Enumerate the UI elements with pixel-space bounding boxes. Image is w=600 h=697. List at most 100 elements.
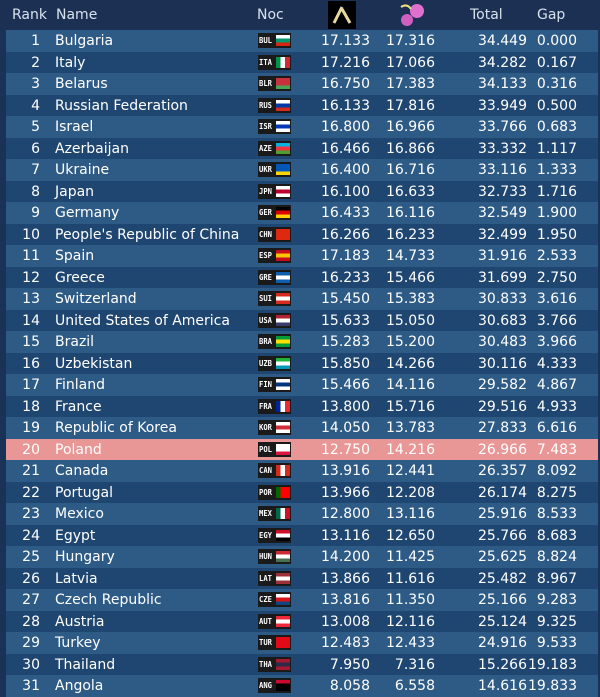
- rank-cell: 2: [31, 54, 40, 71]
- rank-cell: 12: [22, 269, 40, 286]
- noc-code: GRE: [259, 272, 273, 282]
- gap-cell: 0.316: [536, 76, 577, 93]
- noc-flag: GRE: [258, 269, 291, 285]
- score-cell: 17.383: [386, 76, 435, 93]
- score-cell: 15.466: [321, 377, 370, 394]
- total-cell: 32.499: [478, 226, 527, 243]
- name-cell: Russian Federation: [55, 97, 188, 114]
- score-cell: 13.008: [321, 613, 370, 630]
- score-cell: 12.483: [321, 635, 370, 652]
- flag-image: [276, 207, 290, 219]
- flag-image: [276, 35, 290, 46]
- clubs-icon: [328, 1, 356, 29]
- name-cell: Spain: [55, 248, 95, 265]
- gap-cell: 1.900: [536, 205, 577, 222]
- gap-cell: 4.867: [536, 377, 577, 394]
- score-cell: 14.050: [321, 420, 370, 437]
- flag-image: [276, 551, 290, 563]
- flag-image: [276, 56, 290, 68]
- total-cell: 34.282: [478, 54, 527, 71]
- flag-image: [276, 78, 290, 90]
- noc-flag: POL: [258, 441, 291, 457]
- noc-flag: BRA: [258, 334, 291, 350]
- score-cell: 17.133: [321, 33, 370, 49]
- name-cell: United States of America: [55, 312, 230, 329]
- noc-flag: ITA: [258, 54, 291, 70]
- flag-image: [276, 594, 290, 606]
- total-cell: 33.332: [478, 140, 527, 157]
- flag-image: [276, 443, 290, 455]
- noc-flag: RUS: [258, 97, 291, 113]
- gap-cell: 1.716: [536, 183, 577, 200]
- score-cell: 14.733: [386, 248, 435, 265]
- noc-flag: AZE: [258, 140, 291, 156]
- gap-cell: 8.275: [536, 484, 577, 501]
- noc-flag: JPN: [258, 183, 291, 199]
- rank-cell: 16: [22, 355, 40, 372]
- score-cell: 17.816: [386, 97, 435, 114]
- name-cell: People's Republic of China: [55, 226, 240, 243]
- flag-image: [276, 465, 290, 477]
- gap-cell: 0.167: [536, 54, 577, 71]
- total-cell: 14.616: [478, 678, 527, 695]
- flag-image: [276, 185, 290, 197]
- score-cell: 12.800: [321, 506, 370, 523]
- name-cell: Italy: [55, 54, 86, 71]
- gap-cell: 8.092: [536, 463, 577, 480]
- name-cell: Hungary: [55, 549, 115, 566]
- rank-cell: 11: [22, 248, 40, 265]
- total-cell: 26.966: [478, 441, 527, 458]
- noc-flag: UZB: [258, 355, 291, 371]
- rank-cell: 17: [22, 377, 40, 394]
- flag-image: [276, 680, 290, 692]
- table-row: 3 Belarus BLR 16.750 17.383 34.133 0.316: [6, 73, 598, 95]
- flag-image: [276, 615, 290, 627]
- table-row: 16 Uzbekistan UZB 15.850 14.266 30.116 4.333: [6, 352, 598, 375]
- noc-code: CZE: [259, 595, 273, 605]
- score-cell: 15.283: [321, 334, 370, 351]
- name-cell: Portugal: [55, 484, 113, 501]
- name-cell: Ukraine: [55, 162, 110, 179]
- noc-flag: ANG: [258, 678, 291, 694]
- score-cell: 15.850: [321, 355, 370, 372]
- rank-cell: 28: [22, 613, 40, 630]
- gap-cell: 0.500: [536, 97, 577, 114]
- name-cell: Latvia: [55, 570, 98, 587]
- total-cell: 30.483: [478, 334, 527, 351]
- name-cell: Israel: [55, 119, 94, 136]
- rank-cell: 9: [31, 205, 40, 222]
- rank-cell: 26: [22, 570, 40, 587]
- noc-flag: FRA: [258, 398, 291, 414]
- score-cell: 12.433: [386, 635, 435, 652]
- rank-cell: 14: [22, 312, 40, 329]
- total-cell: 30.833: [478, 291, 527, 308]
- table-row: 13 Switzerland SUI 15.450 15.383 30.833 3.616: [6, 288, 598, 310]
- noc-code: KOR: [259, 423, 273, 433]
- gap-cell: 0.683: [536, 119, 577, 136]
- score-cell: 16.400: [321, 162, 370, 179]
- rank-cell: 25: [22, 549, 40, 566]
- name-cell: Brazil: [55, 334, 95, 351]
- noc-code: MEX: [259, 509, 273, 519]
- total-cell: 31.916: [478, 248, 527, 265]
- gap-cell: 0.000: [536, 33, 577, 49]
- header-rank: Rank: [12, 7, 47, 23]
- score-cell: 13.966: [321, 484, 370, 501]
- score-cell: 16.116: [386, 205, 435, 222]
- table-row: 29 Turkey TUR 12.483 12.433 24.916 9.533: [6, 632, 598, 654]
- table-row: 18 France FRA 13.800 15.716 29.516 4.933: [6, 395, 598, 418]
- rank-cell: 22: [22, 484, 40, 501]
- noc-code: LAT: [259, 573, 273, 583]
- rank-cell: 15: [22, 334, 40, 351]
- score-cell: 14.200: [321, 549, 370, 566]
- noc-flag: FIN: [258, 377, 291, 393]
- name-cell: Uzbekistan: [55, 355, 133, 372]
- table-row: 6 Azerbaijan AZE 16.466 16.866 33.332 1.117: [6, 137, 598, 160]
- rank-cell: 8: [31, 183, 40, 200]
- total-cell: 25.916: [478, 506, 527, 523]
- noc-code: AZE: [259, 143, 273, 153]
- table-row: 20 Poland POL 12.750 14.216 26.966 7.483: [6, 438, 598, 461]
- noc-flag: UKR: [258, 162, 291, 178]
- score-cell: 11.616: [386, 570, 435, 587]
